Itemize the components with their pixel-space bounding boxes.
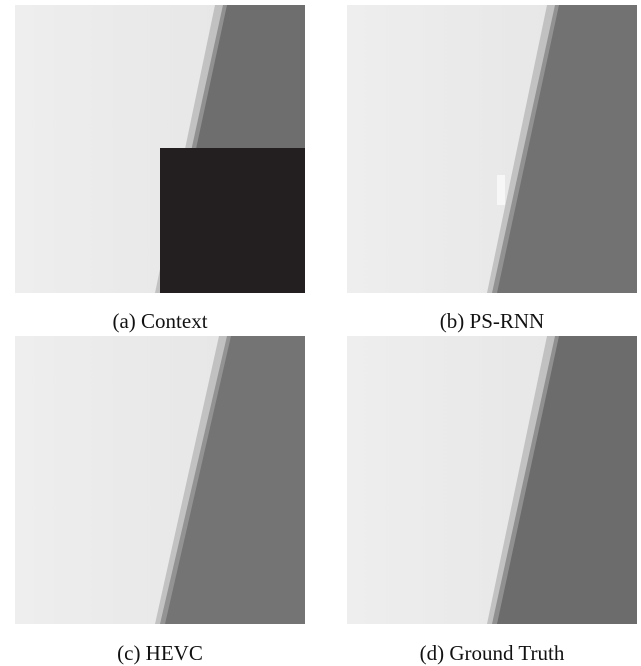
caption: (a) Context xyxy=(15,309,305,334)
context-image xyxy=(15,5,305,293)
hevc-image xyxy=(15,336,305,624)
ground-truth-image xyxy=(347,336,637,624)
figure: (a) Context (b) PS-RNN (c) HEVC (d) Grou… xyxy=(0,0,641,666)
caption: (c) HEVC xyxy=(15,641,305,666)
caption: (d) Ground Truth xyxy=(347,641,637,666)
caption: (b) PS-RNN xyxy=(347,309,637,334)
ps-rnn-image xyxy=(347,5,637,293)
